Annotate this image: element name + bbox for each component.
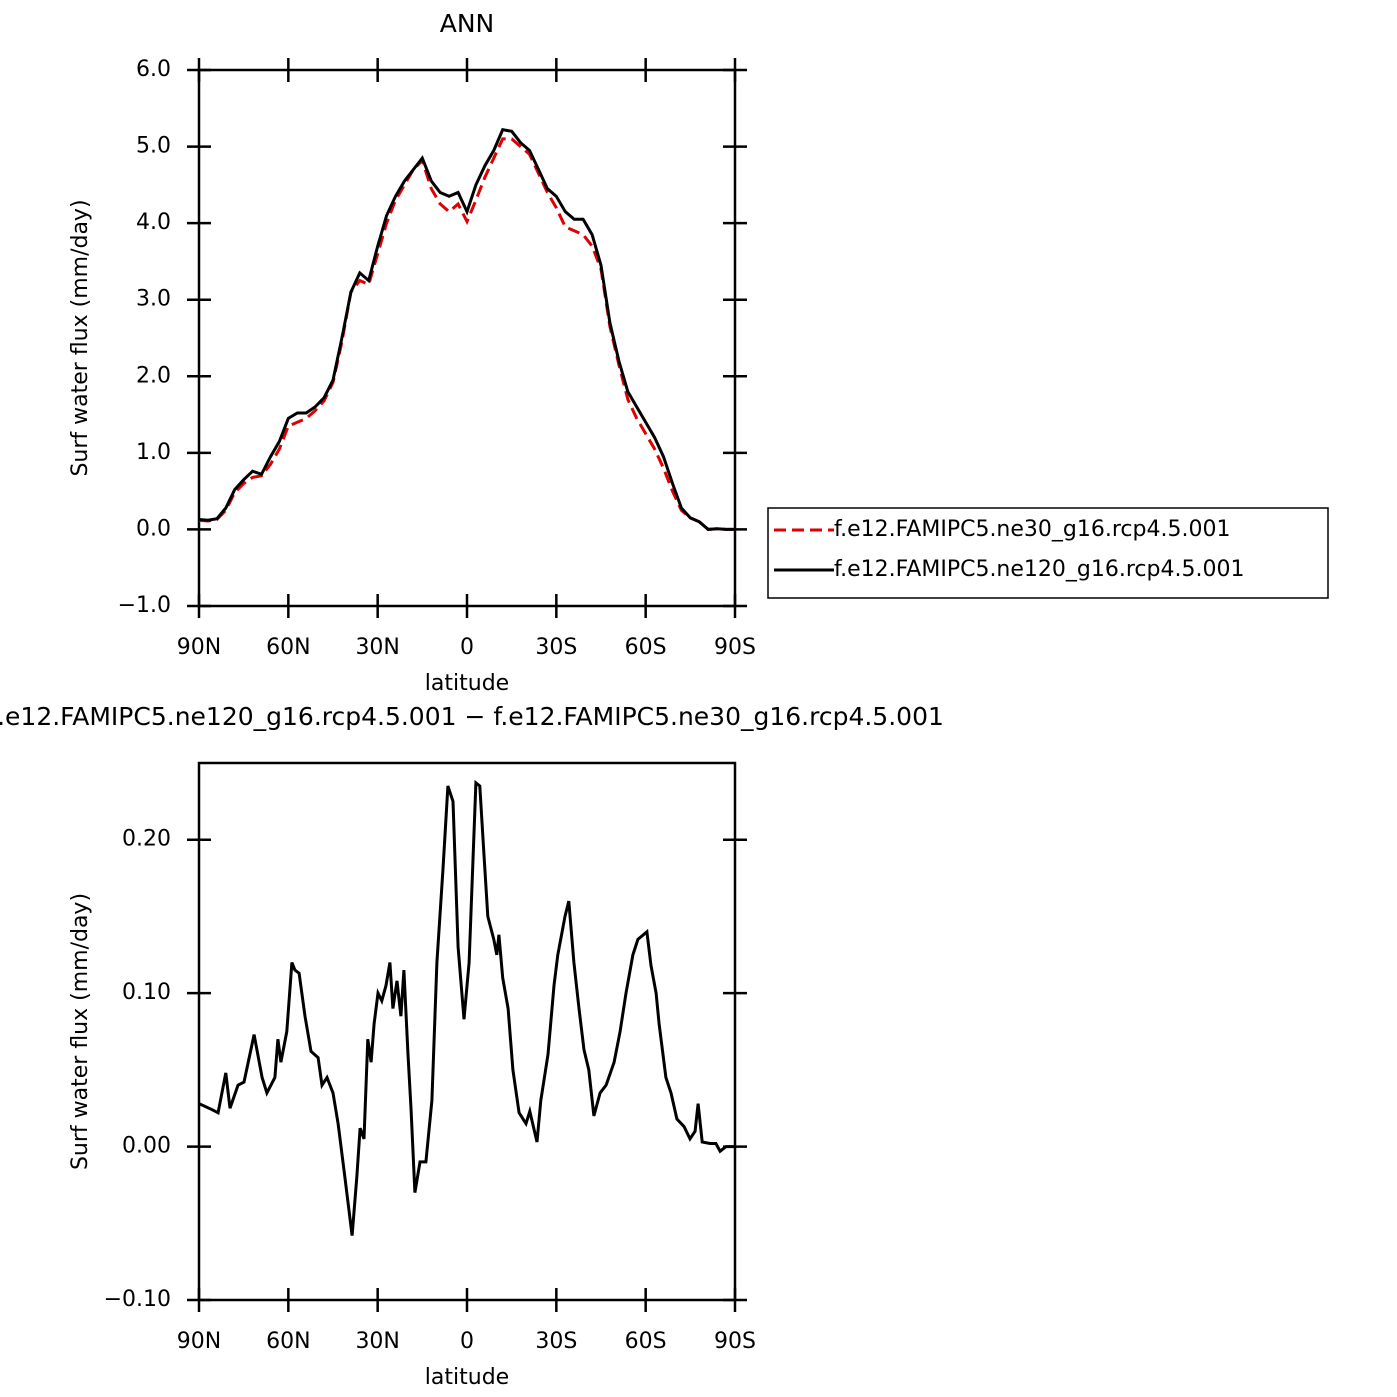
y-tick-label: 6.0 <box>136 57 171 82</box>
x-tick-label: 60N <box>266 635 310 660</box>
y-axis-label: Surf water flux (mm/day) <box>68 893 93 1170</box>
x-tick-label: 60S <box>625 635 667 660</box>
y-tick-label: 1.0 <box>136 440 171 465</box>
y-tick-label: 0.0 <box>136 516 171 541</box>
x-tick-label: 30N <box>355 635 399 660</box>
x-tick-label: 30N <box>355 1329 399 1354</box>
y-tick-label: −0.10 <box>104 1287 171 1312</box>
y-tick-label: 0.00 <box>122 1134 171 1159</box>
y-tick-label: 5.0 <box>136 134 171 159</box>
x-axis-label: latitude <box>425 671 509 696</box>
chart-title: ANN <box>440 9 495 38</box>
y-tick-label: 2.0 <box>136 363 171 388</box>
x-tick-label: 60S <box>625 1329 667 1354</box>
x-tick-label: 60N <box>266 1329 310 1354</box>
x-tick-label: 90N <box>177 1329 221 1354</box>
x-tick-label: 30S <box>535 635 577 660</box>
x-tick-label: 30S <box>535 1329 577 1354</box>
y-tick-label: 3.0 <box>136 287 171 312</box>
x-tick-label: 90S <box>714 1329 756 1354</box>
x-tick-label: 0 <box>460 635 474 660</box>
x-tick-label: 90S <box>714 635 756 660</box>
data-line <box>198 128 735 531</box>
plot-frame <box>197 761 737 1302</box>
data-line <box>198 779 735 1236</box>
y-tick-label: 4.0 <box>136 210 171 235</box>
y-axis-label: Surf water flux (mm/day) <box>68 199 93 476</box>
legend-label: f.e12.FAMIPC5.ne30_g16.rcp4.5.001 <box>834 517 1230 542</box>
x-tick-label: 0 <box>460 1329 474 1354</box>
x-axis-label: latitude <box>425 1365 509 1390</box>
y-tick-label: 0.20 <box>122 827 171 852</box>
legend-label: f.e12.FAMIPC5.ne120_g16.rcp4.5.001 <box>834 557 1244 582</box>
y-tick-label: 0.10 <box>122 980 171 1005</box>
legend-box <box>767 507 1329 599</box>
chart-title: f.e12.FAMIPC5.ne120_g16.rcp4.5.001 − f.e… <box>0 702 944 731</box>
x-tick-label: 90N <box>177 635 221 660</box>
data-line <box>198 137 735 531</box>
y-tick-label: −1.0 <box>118 593 171 618</box>
plot-frame <box>197 68 737 608</box>
